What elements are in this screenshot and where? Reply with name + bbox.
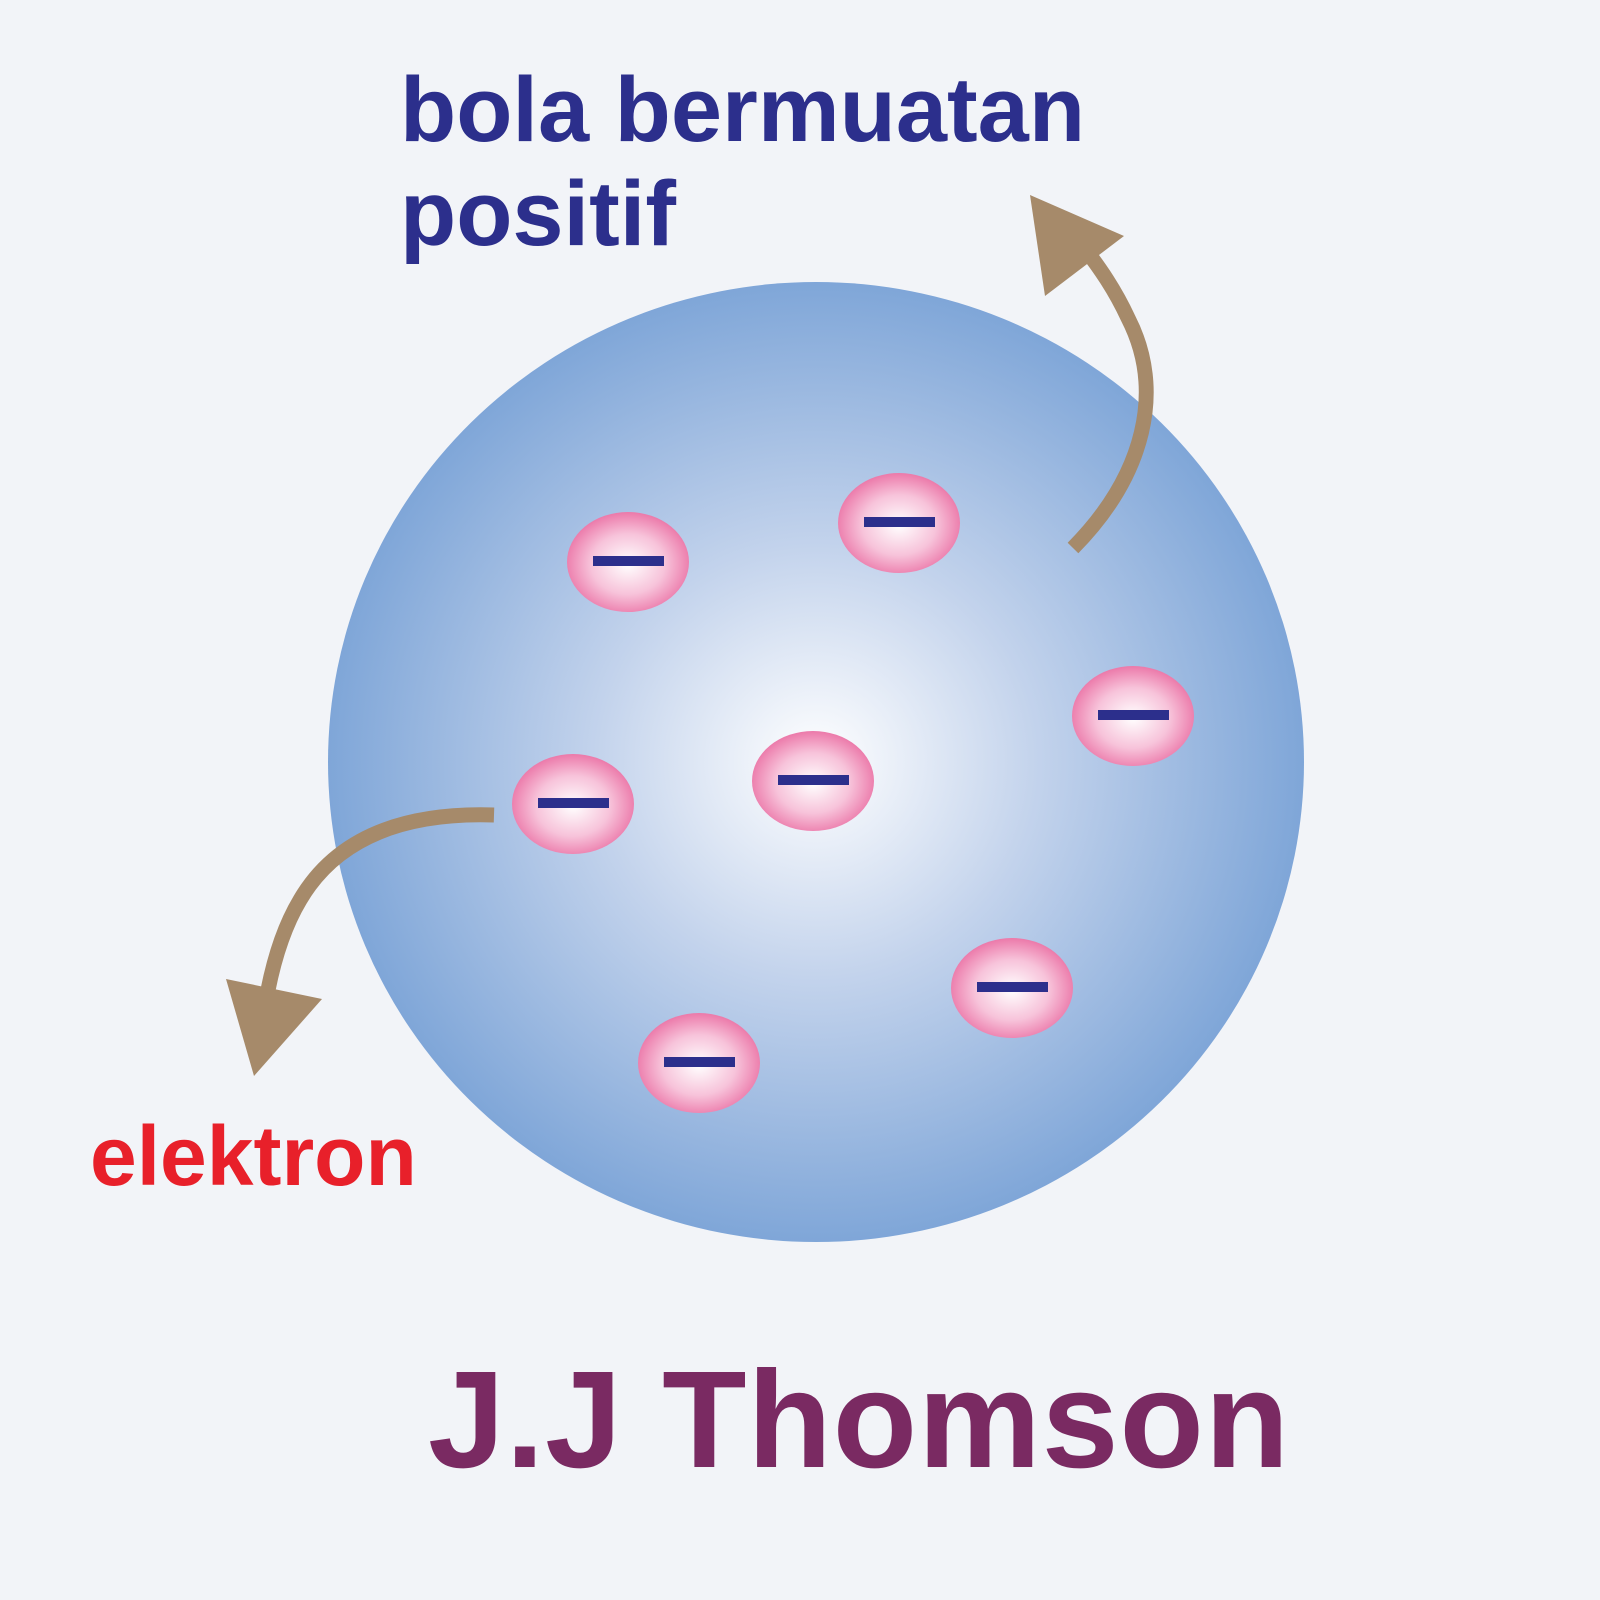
- electron: [512, 754, 634, 854]
- positive-sphere-label-line2: positif: [400, 162, 1085, 266]
- positive-sphere-label-line1: bola bermuatan: [400, 58, 1085, 162]
- minus-sign-icon: [538, 798, 609, 808]
- positive-sphere-label: bola bermuatan positif: [400, 58, 1085, 266]
- minus-sign-icon: [593, 556, 664, 566]
- electron: [951, 938, 1073, 1038]
- page-title: J.J Thomson: [428, 1345, 1290, 1495]
- minus-sign-icon: [977, 982, 1048, 992]
- minus-sign-icon: [864, 517, 935, 527]
- minus-sign-icon: [1098, 710, 1169, 720]
- minus-sign-icon: [664, 1057, 735, 1067]
- electron: [752, 731, 874, 831]
- electron: [638, 1013, 760, 1113]
- electron: [1072, 666, 1194, 766]
- arrowhead-icon: [226, 979, 322, 1076]
- minus-sign-icon: [778, 775, 849, 785]
- electron: [838, 473, 960, 573]
- electron: [567, 512, 689, 612]
- electron-label: elektron: [90, 1108, 417, 1204]
